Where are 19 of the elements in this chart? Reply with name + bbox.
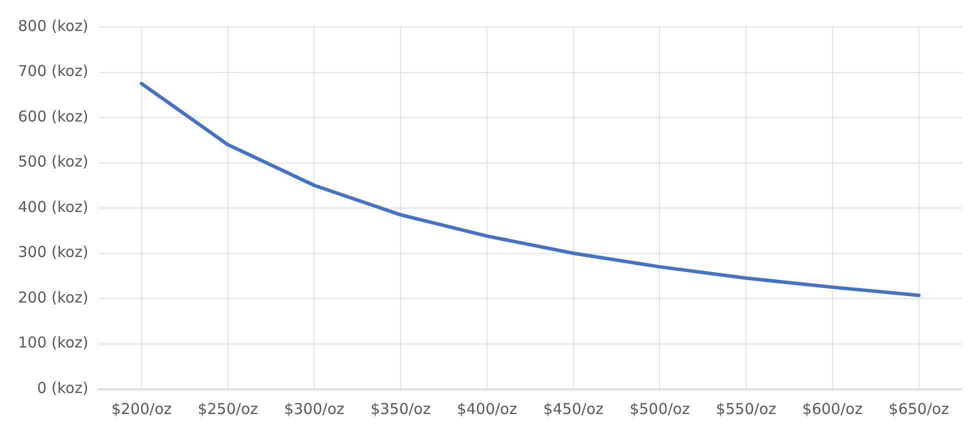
y-tick-label: 200 (koz) (18, 288, 88, 306)
y-tick-label: 600 (koz) (18, 107, 88, 126)
x-tick-label: $300/oz (284, 400, 344, 418)
x-tick-label: $200/oz (111, 400, 172, 418)
y-tick-label: 800 (koz) (18, 16, 88, 35)
x-tick-label: $450/oz (543, 400, 604, 418)
x-tick-label: $250/oz (198, 400, 258, 418)
x-tick-label: $500/oz (630, 400, 690, 418)
x-tick-label: $650/oz (888, 400, 950, 418)
x-tick-label: $350/oz (370, 400, 431, 418)
x-tick-label: $400/oz (456, 400, 518, 418)
y-tick-label: 700 (koz) (18, 62, 88, 80)
y-tick-label: 500 (koz) (18, 152, 88, 171)
y-tick-label: 100 (koz) (18, 334, 88, 352)
y-tick-label: 300 (koz) (18, 243, 88, 262)
x-tick-label: $600/oz (802, 400, 863, 418)
y-tick-label: 400 (koz) (18, 198, 88, 216)
y-tick-label: 0 (koz) (37, 378, 88, 397)
x-tick-label: $550/oz (716, 400, 776, 418)
